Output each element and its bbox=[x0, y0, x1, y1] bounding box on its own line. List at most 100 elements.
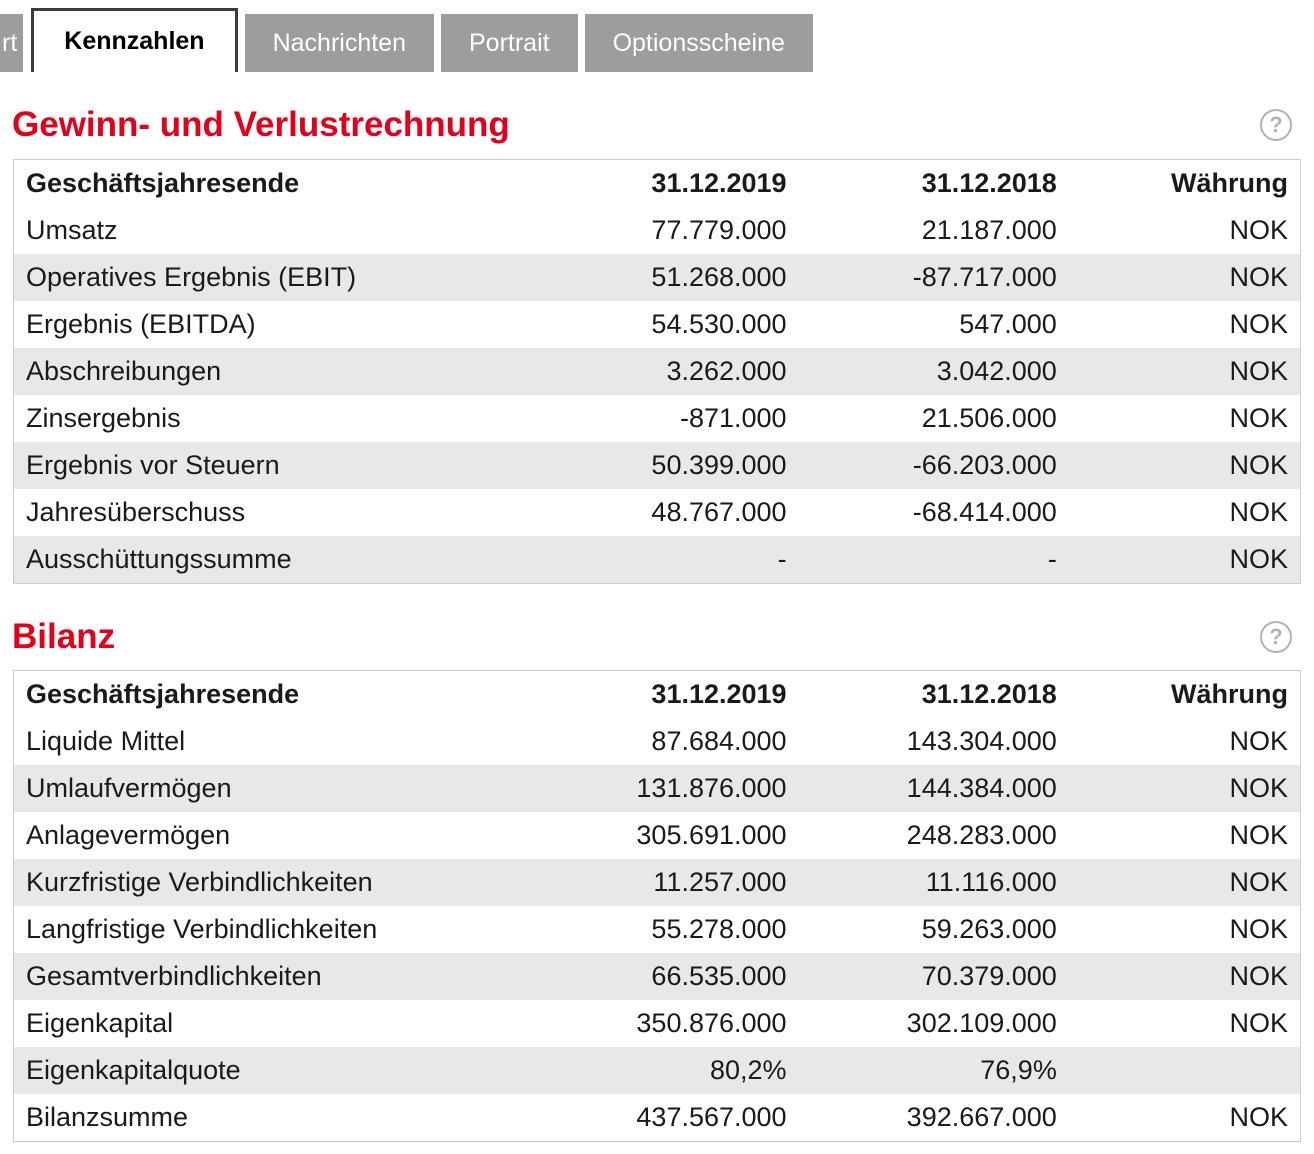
table-row: Anlagevermögen 305.691.000 248.283.000 NOK bbox=[14, 812, 1301, 859]
row-label: Jahresüberschuss bbox=[26, 496, 246, 527]
row-currency: NOK bbox=[1229, 543, 1288, 574]
value-2018: 547.000 bbox=[959, 308, 1057, 339]
value-2019: 55.278.000 bbox=[651, 914, 787, 944]
table-row: Umlaufvermögen 131.876.000 144.384.000 NOK bbox=[13, 765, 1301, 812]
row-label: Kurzfristige Verbindlichkeiten bbox=[26, 867, 373, 897]
row-label: Umlaufvermögen bbox=[26, 773, 232, 803]
row-currency: NOK bbox=[1229, 261, 1288, 292]
value-2019: 54.530.000 bbox=[651, 308, 787, 339]
row-label: Umsatz bbox=[26, 214, 118, 245]
tab-nachrichten[interactable]: Nachrichten bbox=[244, 14, 434, 72]
help-icon[interactable]: ? bbox=[1260, 109, 1292, 142]
column-header-waehrung: Währung bbox=[1171, 167, 1288, 198]
value-2018: 248.283.000 bbox=[906, 820, 1057, 850]
row-currency: NOK bbox=[1229, 496, 1288, 527]
table-row: Ergebnis (EBITDA) 54.530.000 547.000 NOK bbox=[14, 301, 1301, 348]
value-2019: - bbox=[777, 543, 787, 574]
row-currency: NOK bbox=[1229, 402, 1288, 433]
value-2019: 87.684.000 bbox=[651, 726, 787, 756]
table-row: Ergebnis vor Steuern 50.399.000 -66.203.00… bbox=[13, 441, 1301, 489]
value-2019: 350.876.000 bbox=[636, 1008, 787, 1038]
row-currency: NOK bbox=[1229, 914, 1288, 944]
table-header-row: Geschäftsjahresende 31.12.2019 31.12.201… bbox=[14, 671, 1301, 719]
table-row: Eigenkapitalquote 80,2% 76,9% bbox=[13, 1047, 1301, 1094]
column-header-geschaeftsjahresende: Geschäftsjahresende bbox=[26, 679, 300, 709]
help-icon[interactable]: ? bbox=[1260, 620, 1292, 653]
value-2019: 437.567.000 bbox=[636, 1102, 787, 1132]
tab-optionsscheine[interactable]: Optionsscheine bbox=[584, 14, 813, 72]
column-header-2018: 31.12.2018 bbox=[921, 679, 1057, 709]
value-2018: - bbox=[1047, 543, 1057, 574]
table-row: Umsatz 77.779.000 21.187.000 NOK bbox=[14, 207, 1301, 254]
value-2018: 21.506.000 bbox=[921, 402, 1057, 433]
gv-table: Geschäftsjahresende 31.12.2019 31.12.201… bbox=[13, 158, 1301, 584]
column-header-geschaeftsjahresende: Geschäftsjahresende bbox=[26, 167, 300, 198]
table-row: Gesamtverbindlichkeiten 66.535.000 70.379.… bbox=[13, 953, 1301, 1000]
row-currency: NOK bbox=[1229, 1102, 1288, 1132]
table-row: Bilanzsumme 437.567.000 392.667.000 NOK bbox=[14, 1094, 1301, 1142]
value-2018: 76,9% bbox=[980, 1055, 1057, 1085]
tab-bar: rt Kennzahlen Nachrichten Portrait Optio… bbox=[0, 0, 1314, 72]
value-2019: 48.767.000 bbox=[651, 496, 787, 527]
row-currency: NOK bbox=[1229, 1008, 1288, 1038]
row-currency: NOK bbox=[1229, 773, 1288, 803]
row-currency: NOK bbox=[1229, 355, 1288, 386]
value-2018: 392.667.000 bbox=[906, 1102, 1057, 1132]
value-2018: 59.263.000 bbox=[921, 914, 1057, 944]
section-title: Bilanz bbox=[12, 616, 116, 656]
value-2018: 21.187.000 bbox=[921, 214, 1057, 245]
row-currency: NOK bbox=[1229, 961, 1288, 991]
column-header-waehrung: Währung bbox=[1171, 679, 1288, 709]
table-row: Eigenkapital 350.876.000 302.109.000 NOK bbox=[14, 1000, 1301, 1047]
row-label: Eigenkapital bbox=[26, 1008, 174, 1038]
value-2019: 305.691.000 bbox=[636, 820, 787, 850]
section-title: Gewinn- und Verlustrechnung bbox=[12, 105, 510, 144]
row-label: Ausschüttungssumme bbox=[26, 543, 292, 574]
value-2018: 144.384.000 bbox=[906, 773, 1057, 803]
value-2018: 302.109.000 bbox=[906, 1008, 1057, 1038]
row-currency: NOK bbox=[1229, 449, 1288, 480]
column-header-2019: 31.12.2019 bbox=[651, 679, 787, 709]
value-2019: 80,2% bbox=[710, 1055, 787, 1085]
row-label: Bilanzsumme bbox=[26, 1102, 189, 1132]
column-header-2018: 31.12.2018 bbox=[921, 167, 1057, 198]
tab-kennzahlen[interactable]: Kennzahlen bbox=[31, 8, 238, 72]
value-2019: -871.000 bbox=[679, 402, 787, 433]
row-label: Abschreibungen bbox=[26, 355, 222, 386]
value-2018: -66.203.000 bbox=[912, 449, 1057, 480]
value-2018: 11.116.000 bbox=[925, 867, 1057, 897]
table-row: Liquide Mittel 87.684.000 143.304.000 NOK bbox=[14, 718, 1301, 765]
value-2018: 70.379.000 bbox=[921, 961, 1057, 991]
row-label: Ergebnis vor Steuern bbox=[26, 449, 280, 480]
row-currency: NOK bbox=[1229, 820, 1288, 850]
row-label: Operatives Ergebnis (EBIT) bbox=[26, 261, 357, 292]
row-label: Ergebnis (EBITDA) bbox=[26, 308, 256, 339]
row-currency bbox=[1069, 1047, 1301, 1094]
value-2018: 3.042.000 bbox=[936, 355, 1057, 386]
tab-partial-chart[interactable]: rt bbox=[0, 14, 24, 72]
table-header-row: Geschäftsjahresende 31.12.2019 31.12.201… bbox=[14, 159, 1301, 207]
table-row: Operatives Ergebnis (EBIT) 51.268.000 -87.… bbox=[13, 253, 1301, 301]
table-row: Ausschüttungssumme - - NOK bbox=[13, 535, 1301, 583]
value-2019: 50.399.000 bbox=[651, 449, 787, 480]
row-label: Gesamtverbindlichkeiten bbox=[26, 961, 322, 991]
row-label: Anlagevermögen bbox=[26, 820, 231, 850]
row-currency: NOK bbox=[1229, 308, 1288, 339]
column-header-2019: 31.12.2019 bbox=[651, 167, 787, 198]
tab-portrait[interactable]: Portrait bbox=[440, 14, 578, 72]
bilanz-table: Geschäftsjahresende 31.12.2019 31.12.201… bbox=[13, 670, 1301, 1142]
value-2019: 11.257.000 bbox=[653, 867, 787, 897]
row-label: Zinsergebnis bbox=[26, 402, 181, 433]
table-row: Abschreibungen 3.262.000 3.042.000 NOK bbox=[13, 347, 1301, 395]
value-2018: 143.304.000 bbox=[906, 726, 1057, 756]
value-2018: -87.717.000 bbox=[912, 261, 1057, 292]
table-row: Langfristige Verbindlichkeiten 55.278.000… bbox=[14, 906, 1301, 953]
row-currency: NOK bbox=[1229, 867, 1288, 897]
value-2019: 77.779.000 bbox=[651, 214, 787, 245]
section-header: Gewinn- und Verlustrechnung ? bbox=[12, 105, 1292, 145]
section-header: Bilanz ? bbox=[12, 616, 1292, 657]
table-row: Zinsergebnis -871.000 21.506.000 NOK bbox=[14, 395, 1301, 442]
row-label: Liquide Mittel bbox=[26, 726, 186, 756]
value-2019: 51.268.000 bbox=[651, 261, 787, 292]
row-currency: NOK bbox=[1229, 726, 1288, 756]
